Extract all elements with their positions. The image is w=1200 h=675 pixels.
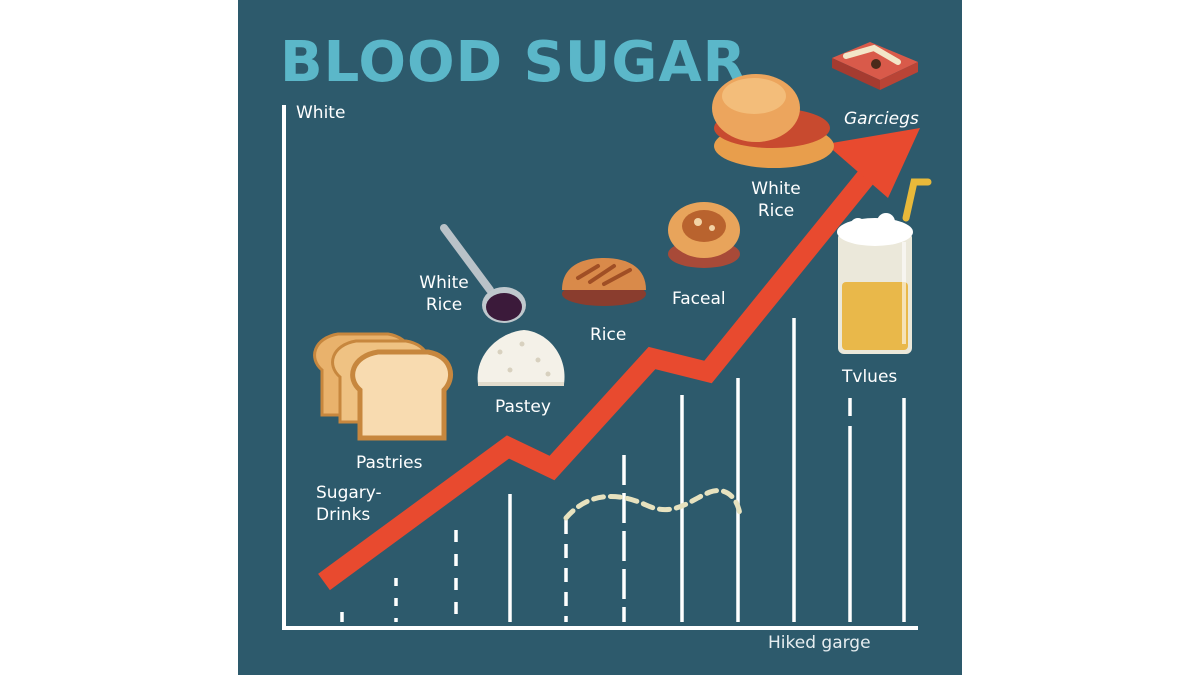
arrow-head: [826, 128, 920, 198]
label-tvlues: Tvlues: [842, 367, 898, 387]
toast-icon: [832, 42, 918, 90]
dotted-wave-line: [563, 488, 743, 521]
label-white-rice-spoon: White Rice: [419, 273, 469, 315]
label-pastey: Pastey: [495, 397, 551, 417]
pie-icon: [562, 258, 646, 306]
pastry-icon: [668, 202, 740, 268]
label-sugary-drinks: Sugary- Drinks: [316, 483, 382, 525]
rice-pile-icon: [477, 330, 565, 386]
label-garciegs: Garciegs: [844, 109, 919, 129]
page-title: BLOOD SUGAR: [280, 30, 747, 95]
spoon-icon: [440, 224, 526, 323]
infographic-artwork: [282, 42, 932, 630]
rising-arrow: [318, 128, 920, 591]
drink-glass-icon: [837, 178, 932, 354]
bread-slices-icon: [313, 332, 454, 441]
label-white-rice-top: White Rice: [751, 179, 801, 221]
arrow-shaft: [318, 143, 896, 591]
burger-icon: [712, 74, 834, 168]
label-rice: Rice: [590, 325, 627, 345]
infographic-poster: BLOOD SUGAR: [238, 0, 962, 675]
x-axis-label: Hiked garge: [768, 633, 871, 653]
chart-axes: [282, 105, 918, 630]
label-pastries: Pastries: [356, 453, 423, 473]
label-faceal: Faceal: [672, 289, 726, 309]
y-axis-label: White: [296, 103, 346, 123]
